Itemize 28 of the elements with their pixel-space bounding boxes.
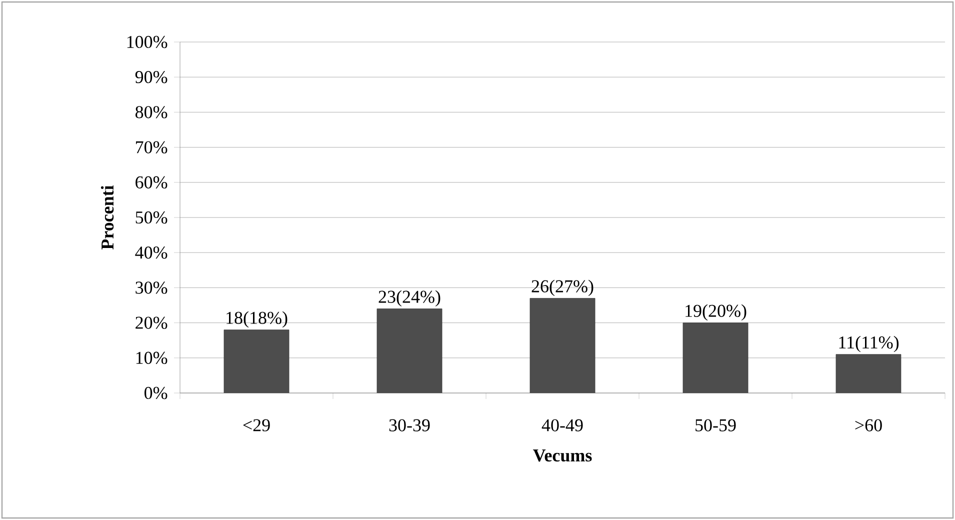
y-tick-label: 90%: [135, 71, 168, 84]
y-tick-label: 10%: [136, 352, 168, 364]
data-label: 19(20%): [686, 304, 746, 321]
bar: [224, 330, 290, 393]
bar: [836, 354, 902, 393]
x-tick-label: 40-49: [542, 419, 583, 432]
y-tick-label: 50%: [136, 211, 168, 224]
y-tick-label: 80%: [136, 106, 168, 118]
bar: [530, 298, 596, 393]
y-tick-label: 70%: [136, 141, 168, 154]
y-axis-title: Procenti: [100, 185, 114, 250]
bar: [682, 322, 748, 393]
x-tick-label: >60: [855, 419, 882, 432]
bar: [376, 308, 442, 393]
x-tick-label: 50-59: [696, 419, 736, 432]
y-tick-label: 30%: [136, 282, 168, 294]
y-tick-label: 20%: [136, 316, 168, 329]
data-label: 26(27%): [532, 280, 594, 296]
data-label: 11(11%): [839, 336, 899, 352]
y-tick-label: 0%: [144, 386, 168, 400]
y-tick-label: 100%: [127, 36, 168, 48]
y-tick-label: 40%: [135, 246, 168, 259]
x-tick-label: 30-39: [389, 419, 430, 432]
x-axis-title: Vecums: [533, 450, 592, 462]
data-label: 23(24%): [378, 290, 440, 307]
y-tick-label: 60%: [136, 176, 168, 188]
data-label: 18(18%): [226, 311, 288, 328]
x-tick-label: <29: [243, 419, 270, 432]
